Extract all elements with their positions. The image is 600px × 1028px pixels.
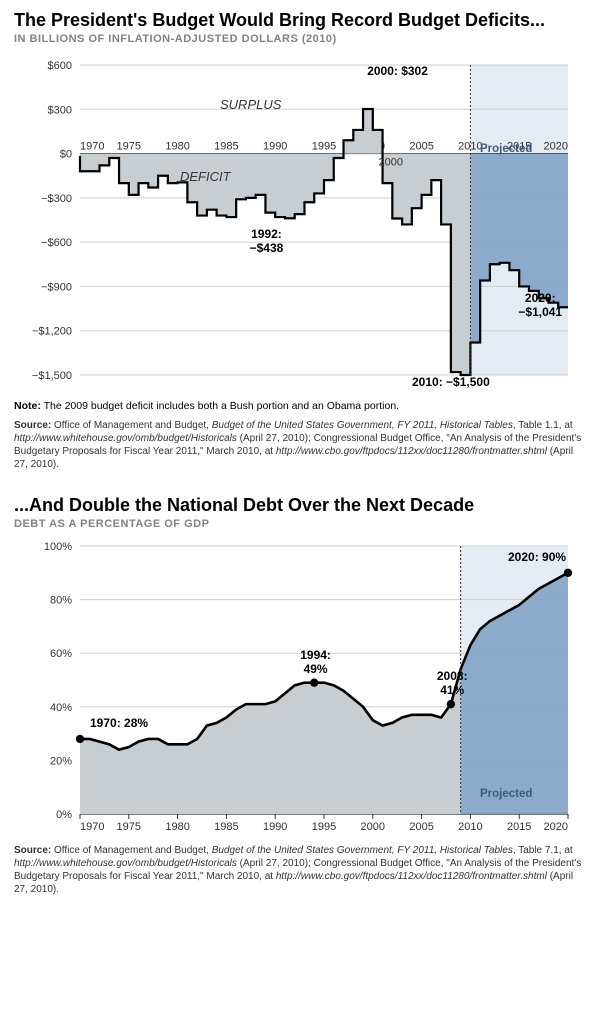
source-text: Office of Management and Budget, Budget … xyxy=(14,845,581,895)
svg-text:0%: 0% xyxy=(56,809,72,821)
svg-text:1995: 1995 xyxy=(312,141,336,153)
svg-text:1995: 1995 xyxy=(312,821,336,833)
svg-text:2020: 2020 xyxy=(544,141,568,153)
svg-text:−$900: −$900 xyxy=(41,281,72,293)
svg-text:$0: $0 xyxy=(60,149,72,161)
svg-text:80%: 80% xyxy=(50,595,72,607)
svg-text:1975: 1975 xyxy=(117,141,141,153)
svg-text:1990: 1990 xyxy=(263,821,287,833)
marker-label: 1994:49% xyxy=(300,649,331,677)
svg-text:$300: $300 xyxy=(48,104,72,116)
marker-label: 1970: 28% xyxy=(90,717,148,731)
svg-text:1970: 1970 xyxy=(80,141,104,153)
svg-text:1985: 1985 xyxy=(214,821,238,833)
deficit-label: DEFICIT xyxy=(180,169,231,184)
chart1-title: The President's Budget Would Bring Recor… xyxy=(0,0,600,33)
svg-text:40%: 40% xyxy=(50,702,72,714)
projected-label-1: Projected xyxy=(480,143,532,155)
svg-text:−$600: −$600 xyxy=(41,237,72,249)
svg-text:1970: 1970 xyxy=(80,821,104,833)
svg-text:60%: 60% xyxy=(50,648,72,660)
svg-text:−$300: −$300 xyxy=(41,193,72,205)
chart2-subtitle: DEBT AS A PERCENTAGE OF GDP xyxy=(0,518,600,536)
callout: 2000: $302 xyxy=(367,65,428,79)
svg-text:2005: 2005 xyxy=(409,141,433,153)
marker-label: 2008:41% xyxy=(437,670,468,698)
svg-text:2000: 2000 xyxy=(379,157,403,169)
svg-text:2015: 2015 xyxy=(507,821,531,833)
marker-label: 2020: 90% xyxy=(508,551,566,565)
svg-text:−$1,200: −$1,200 xyxy=(32,326,72,338)
projected-label-2: Projected xyxy=(480,788,532,800)
callout: 2020:−$1,041 xyxy=(518,292,562,320)
svg-text:2005: 2005 xyxy=(409,821,433,833)
svg-text:1980: 1980 xyxy=(165,821,189,833)
surplus-label: SURPLUS xyxy=(220,97,281,112)
svg-text:1990: 1990 xyxy=(263,141,287,153)
svg-text:1985: 1985 xyxy=(214,141,238,153)
chart1-subtitle: IN BILLIONS OF INFLATION-ADJUSTED DOLLAR… xyxy=(0,33,600,51)
callout: 2010: −$1,500 xyxy=(412,376,490,390)
chart1-source: Source: Office of Management and Budget,… xyxy=(0,417,600,477)
svg-text:100%: 100% xyxy=(44,541,72,553)
debt-chart: 0% 20% 40% 60% 80% 100% 1970 1975 1980 1985 1990 19… xyxy=(20,536,580,836)
svg-text:$600: $600 xyxy=(48,60,72,72)
chart2-title: ...And Double the National Debt Over the… xyxy=(0,485,600,518)
chart2-source: Source: Office of Management and Budget,… xyxy=(0,836,600,902)
chart1-note: Note: The 2009 budget deficit includes b… xyxy=(0,391,600,417)
svg-text:20%: 20% xyxy=(50,756,72,768)
svg-text:1980: 1980 xyxy=(165,141,189,153)
svg-text:2000: 2000 xyxy=(361,821,385,833)
svg-text:2010: 2010 xyxy=(458,821,482,833)
deficit-chart: −$1,500 −$1,200 −$900 −$600 −$300 $0 $300 $600 1… xyxy=(20,51,580,391)
svg-text:1975: 1975 xyxy=(117,821,141,833)
svg-text:2020: 2020 xyxy=(544,821,568,833)
svg-text:−$1,500: −$1,500 xyxy=(32,370,72,382)
callout: 1992:−$438 xyxy=(250,228,284,256)
source-text: Office of Management and Budget, Budget … xyxy=(14,420,581,470)
